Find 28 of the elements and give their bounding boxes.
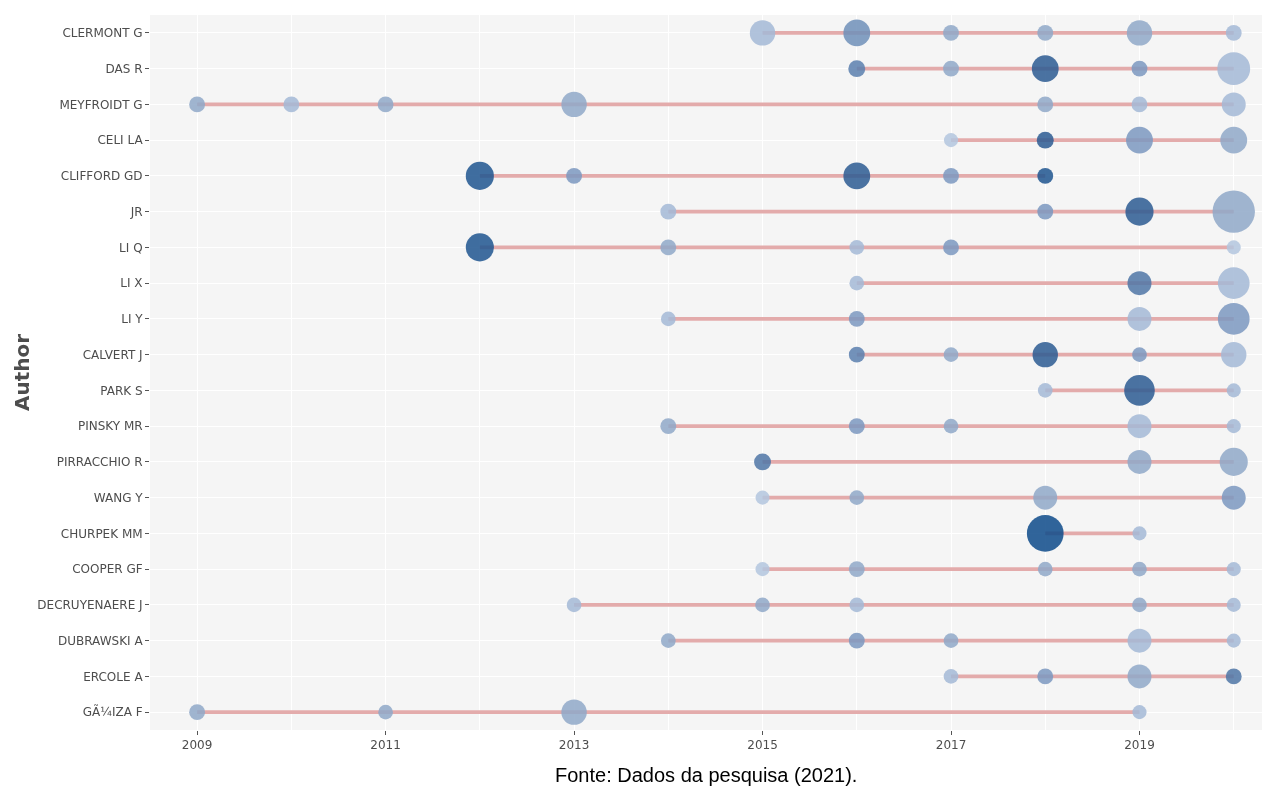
x-tick-label: 2013: [558, 738, 590, 753]
x-tick-label: 2019: [1124, 738, 1155, 753]
y-tick-label: PARK S: [100, 383, 143, 398]
x-tick-label: 2017: [935, 738, 967, 753]
y-axis-title: Author: [9, 333, 34, 412]
y-tick-label: LI Q: [119, 240, 143, 255]
y-tick-label: DAS R: [105, 61, 143, 76]
y-tick-label: CLIFFORD GD: [60, 169, 143, 184]
y-tick-label: CALVERT J: [82, 347, 143, 362]
y-tick-label: MEYFROIDT G: [59, 97, 143, 112]
y-tick-label: DUBRAWSKI A: [58, 633, 144, 648]
y-tick-label: WANG Y: [93, 490, 144, 505]
y-tick-label: CLERMONT G: [62, 26, 143, 41]
y-tick-label: JR: [129, 204, 143, 219]
y-tick-label: ERCOLE A: [83, 669, 144, 684]
y-tick-label: CELI LA: [97, 133, 144, 148]
y-tick-label: LI X: [120, 276, 143, 291]
y-tick-label: COOPER GF: [72, 562, 143, 577]
x-tick-label: 2009: [181, 738, 213, 753]
y-tick-label: DECRUYENAERE J: [37, 598, 143, 613]
y-tick-label: PINSKY MR: [77, 419, 143, 434]
y-tick-label: PIRRACCHIO R: [56, 455, 143, 470]
y-tick-label: LI Y: [121, 312, 144, 327]
y-tick-label: CHURPEK MM: [60, 526, 143, 541]
source-note: Fonte: Dados da pesquisa (2021).: [555, 764, 858, 786]
x-tick-label: 2015: [747, 738, 778, 753]
y-tick-label: GÃ¼IZA F: [82, 704, 143, 720]
x-tick-label: 2011: [370, 738, 401, 753]
